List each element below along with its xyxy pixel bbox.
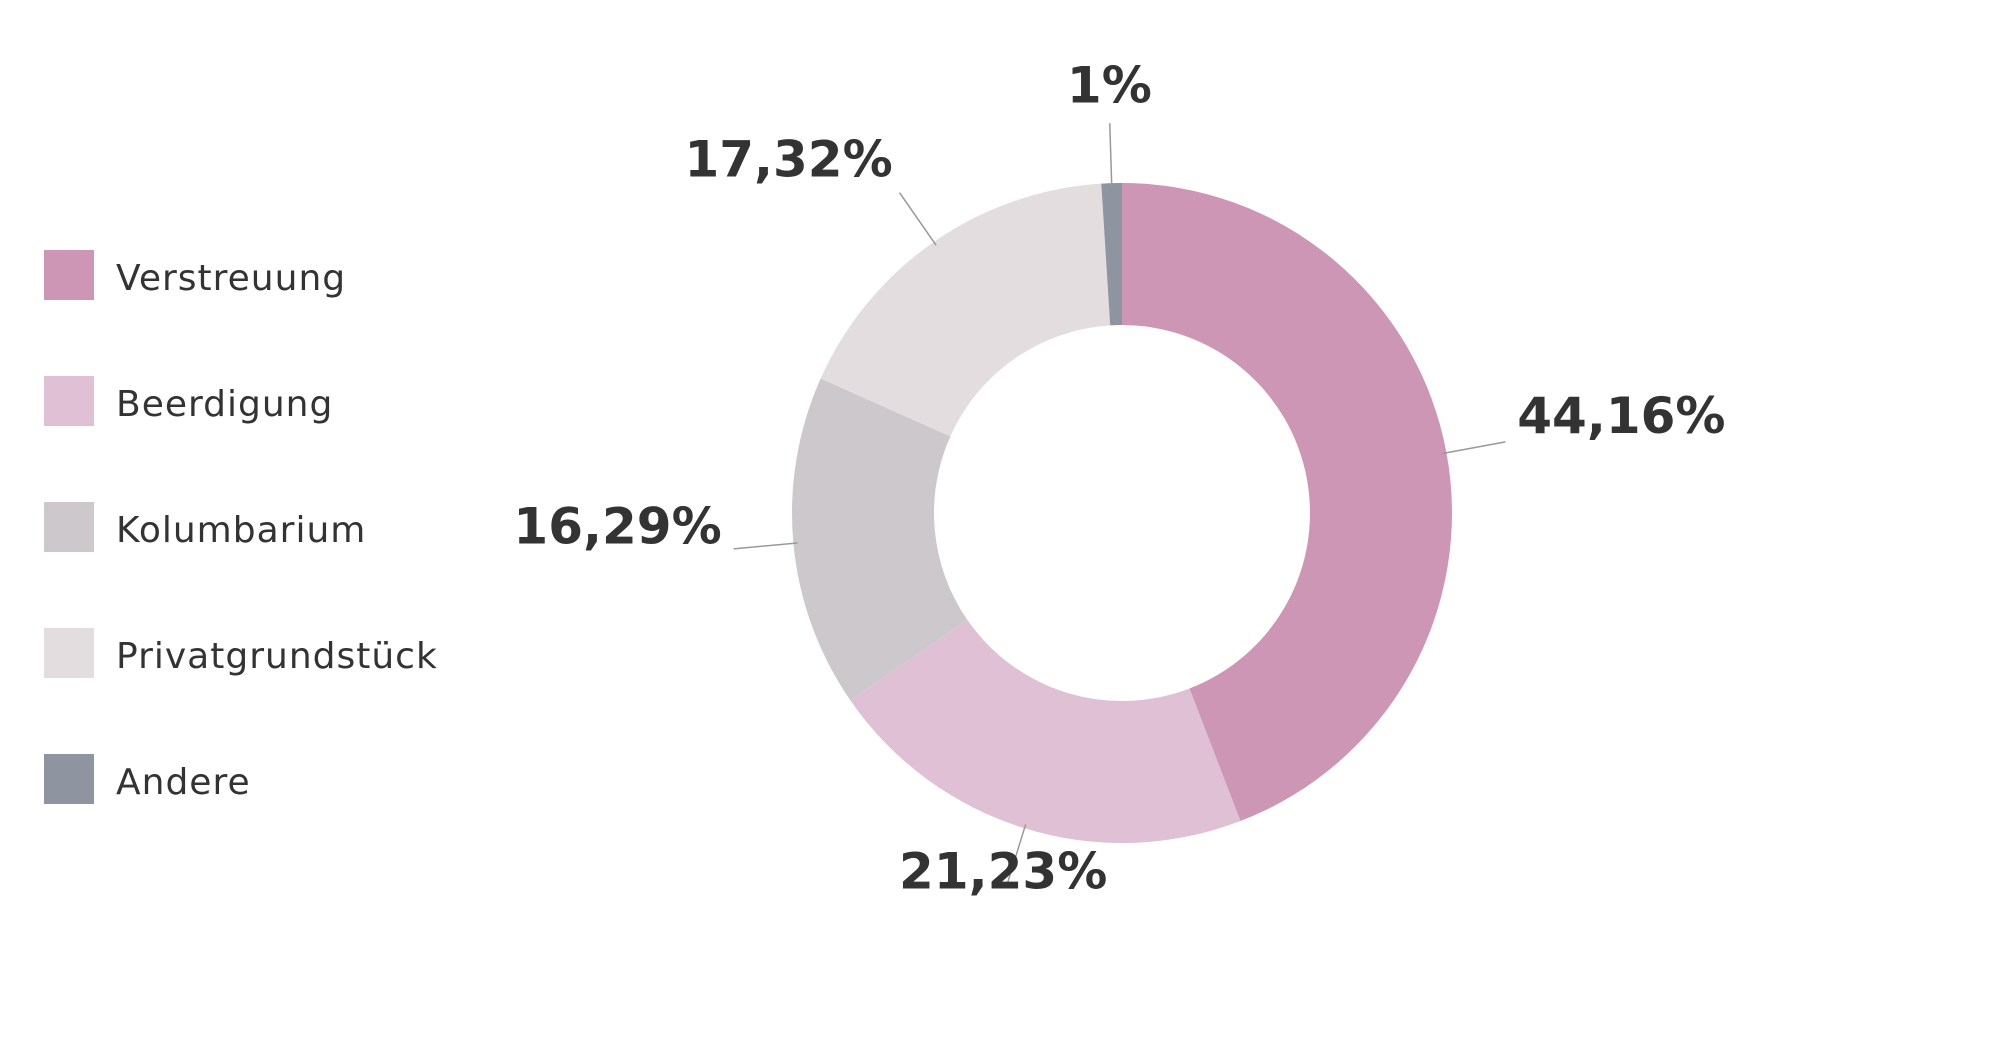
leader-line: [898, 192, 937, 246]
donut-slice: [850, 619, 1241, 843]
leader-line: [1006, 824, 1027, 886]
legend-swatch: [44, 628, 94, 678]
donut-slice: [820, 183, 1111, 437]
donut-slice: [1101, 183, 1122, 326]
value-label: 17,32%: [684, 130, 892, 188]
legend-swatch: [44, 502, 94, 552]
donut-slice: [792, 378, 968, 701]
value-label: 44,16%: [1517, 387, 1725, 445]
donut-slice: [1122, 183, 1452, 822]
leader-line: [1442, 441, 1506, 455]
value-label: 16,29%: [513, 497, 721, 555]
legend-label: Kolumbarium: [116, 510, 366, 551]
legend-swatch: [44, 250, 94, 300]
legend-swatch: [44, 754, 94, 804]
legend-swatch: [44, 376, 94, 426]
legend-label: Andere: [116, 762, 251, 803]
value-label: 21,23%: [899, 843, 1107, 901]
leader-line: [1109, 123, 1113, 188]
legend-label: Verstreuung: [116, 258, 346, 299]
legend-label: Privatgrundstück: [116, 636, 438, 677]
value-label: 1%: [1067, 57, 1152, 115]
legend-label: Beerdigung: [116, 384, 333, 425]
leader-line: [733, 542, 798, 550]
